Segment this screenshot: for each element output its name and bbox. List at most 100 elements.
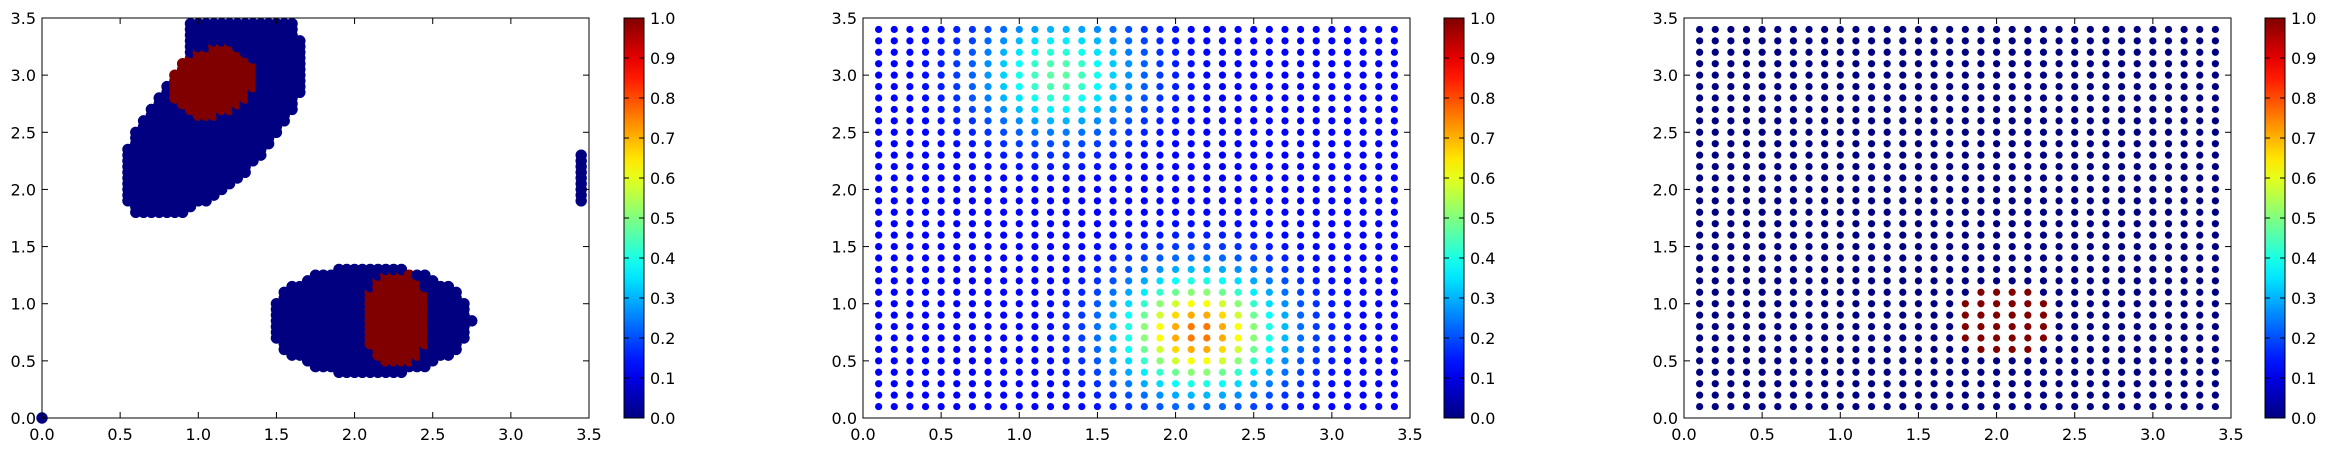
scatter-point [1789, 94, 1797, 102]
x-tick-label: 3.5 [576, 425, 601, 444]
scatter-point [953, 151, 961, 159]
scatter-point [1171, 37, 1180, 45]
scatter-point [890, 220, 898, 228]
scatter-point [2133, 117, 2141, 125]
scatter-point [1711, 71, 1719, 79]
scatter-point [1992, 60, 2001, 68]
scatter-point [1375, 185, 1383, 194]
scatter-point [906, 25, 914, 34]
scatter-point [1203, 25, 1211, 34]
scatter-point [2055, 391, 2063, 399]
scatter-point [1711, 334, 1719, 342]
scatter-point [890, 162, 898, 171]
colorbar-tick-label: 0.6 [2291, 169, 2316, 188]
scatter-point [2164, 322, 2173, 331]
scatter-point [1062, 288, 1070, 296]
scatter-point [1696, 322, 1704, 331]
scatter-point [1328, 197, 1336, 205]
scatter-point [1156, 311, 1164, 319]
scatter-point [1343, 231, 1352, 239]
scatter-point [1046, 391, 1055, 399]
scatter-point [2008, 231, 2016, 239]
scatter-point [1758, 37, 1766, 45]
scatter-point [1711, 82, 1719, 91]
scatter-point [1930, 300, 1938, 308]
scatter-point [2055, 300, 2063, 308]
scatter-point [1000, 265, 1008, 274]
scatter-point [1328, 334, 1336, 342]
scatter-point [1297, 71, 1305, 79]
scatter-point [1836, 231, 1844, 239]
scatter-point [2149, 162, 2157, 171]
scatter-point [1218, 94, 1227, 102]
scatter-point [890, 242, 898, 251]
scatter-point [2164, 357, 2173, 365]
scatter-point [1914, 185, 1923, 194]
scatter-point [1805, 25, 1813, 34]
scatter-point [2164, 334, 2173, 342]
scatter-point [1203, 311, 1211, 319]
scatter-point [2133, 151, 2141, 159]
scatter-point [1359, 208, 1367, 216]
scatter-point [1852, 380, 1860, 388]
scatter-point [1727, 25, 1735, 34]
scatter-point [2180, 242, 2188, 251]
scatter-point [1343, 254, 1352, 262]
scatter-point [1914, 368, 1923, 376]
scatter-point [1914, 220, 1923, 228]
scatter-point [1250, 300, 1258, 308]
scatter-point [1805, 391, 1813, 399]
scatter-point [1062, 105, 1070, 114]
scatter-point [1930, 151, 1938, 159]
scatter-point [2164, 277, 2173, 285]
scatter-point [968, 162, 977, 171]
scatter-point [968, 277, 977, 285]
scatter-point [1250, 128, 1258, 136]
scatter-point [906, 220, 914, 228]
scatter-point [1711, 151, 1719, 159]
scatter-point [2180, 128, 2188, 136]
scatter-point [1899, 151, 1907, 159]
scatter-point [1742, 174, 1751, 182]
scatter-point [1078, 334, 1086, 342]
scatter-point [1218, 345, 1227, 354]
scatter-point [1328, 220, 1336, 228]
scatter-point [1109, 277, 1117, 285]
scatter-point [2102, 117, 2110, 125]
scatter-point [1836, 174, 1844, 182]
scatter-point [1774, 265, 1782, 274]
scatter-point [1852, 391, 1860, 399]
scatter-point [2149, 37, 2157, 45]
scatter-point [1078, 174, 1086, 182]
scatter-point [2071, 220, 2079, 228]
scatter-point [2024, 402, 2032, 411]
scatter-point [1961, 368, 1969, 376]
scatter-point [1946, 288, 1954, 296]
scatter-point [1742, 128, 1751, 136]
colorbar-tick-label: 0.3 [1470, 289, 1495, 308]
scatter-point [2196, 151, 2204, 159]
scatter-point [1171, 322, 1180, 331]
scatter-point [1031, 197, 1039, 205]
scatter-point [2039, 197, 2048, 205]
scatter-point [1187, 334, 1195, 342]
scatter-point [1015, 37, 1023, 45]
scatter-point [1156, 37, 1164, 45]
scatter-point [1805, 174, 1813, 182]
scatter-point [1031, 322, 1039, 331]
scatter-point [1187, 288, 1195, 296]
scatter-point [1234, 242, 1242, 251]
scatter-point [1836, 345, 1844, 354]
scatter-point [1805, 300, 1813, 308]
scatter-point [2039, 220, 2048, 228]
scatter-point [1852, 60, 1860, 68]
scatter-point [1992, 311, 2001, 319]
scatter-point [1883, 60, 1891, 68]
scatter-point [906, 265, 914, 274]
scatter-point [1899, 208, 1907, 216]
scatter-point [1093, 380, 1102, 388]
scatter-point [984, 254, 992, 262]
scatter-point [2118, 208, 2126, 216]
scatter-point [1234, 300, 1242, 308]
scatter-point [2102, 94, 2110, 102]
